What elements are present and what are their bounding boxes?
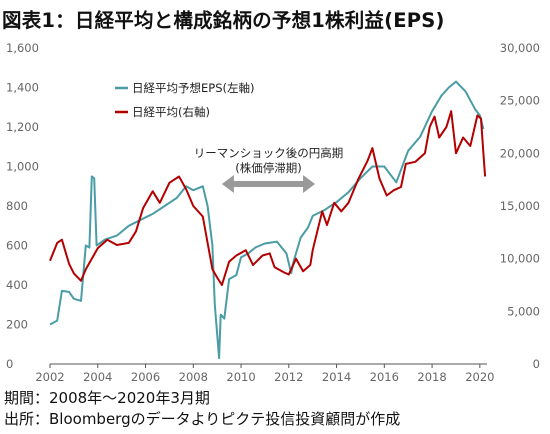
- x-tick-label: 2016: [370, 370, 399, 384]
- right-tick-label: 15,000: [500, 199, 540, 213]
- annotation-line1: リーマンショック後の円高期: [194, 146, 344, 160]
- x-tick-label: 2014: [322, 370, 351, 384]
- source-note: 出所：Bloombergのデータよりピクテ投信投資顧問が作成: [4, 410, 401, 428]
- right-tick-label: 5,000: [507, 304, 540, 318]
- right-tick-label: 25,000: [500, 94, 540, 108]
- nikkei-series-line: [49, 110, 487, 286]
- right-tick-label: 30,000: [500, 41, 540, 55]
- left-tick-label: 1,200: [6, 120, 39, 134]
- x-tick-label: 2004: [83, 370, 112, 384]
- x-tick-label: 2006: [131, 370, 160, 384]
- right-axis-ticks: 0 5,000 10,000 15,000 20,000 25,000 30,000: [500, 41, 540, 371]
- left-tick-label: 0: [6, 357, 13, 371]
- annotation: リーマンショック後の円高期(株価停滞期): [194, 146, 344, 193]
- x-tick-label: 2020: [465, 370, 494, 384]
- x-tick-label: 2002: [35, 370, 64, 384]
- x-axis-ticks: 2002 2004 2006 2008 2010 2012 2014 2016 2018 2020: [35, 364, 494, 384]
- series-lines: [49, 80, 487, 360]
- annotation-line2: (株価停滞期): [235, 161, 301, 175]
- period-note: 期間：2008年～2020年3月期: [4, 389, 210, 407]
- page-title: 図表1：日経平均と構成銘柄の予想1株利益(EPS): [2, 9, 445, 32]
- legend-label: 日経平均(右軸): [132, 105, 210, 119]
- left-tick-label: 200: [6, 318, 28, 332]
- eps-series-line: [49, 80, 485, 360]
- left-axis-ticks: 0 200 400 600 800 1,000 1,200 1,400 1,600: [6, 41, 39, 371]
- double-arrow: [221, 175, 316, 193]
- left-tick-label: 1,000: [6, 160, 39, 174]
- x-tick-label: 2008: [179, 370, 208, 384]
- left-tick-label: 800: [6, 199, 28, 213]
- right-tick-label: 10,000: [500, 252, 540, 266]
- right-tick-label: 0: [533, 357, 540, 371]
- right-tick-label: 20,000: [500, 146, 540, 160]
- x-tick-label: 2012: [274, 370, 303, 384]
- left-tick-label: 400: [6, 278, 28, 292]
- legend: 日経平均予想EPS(左軸) 日経平均(右軸): [115, 81, 254, 119]
- x-tick-label: 2018: [417, 370, 446, 384]
- legend-label: 日経平均予想EPS(左軸): [132, 81, 254, 95]
- left-tick-label: 600: [6, 239, 28, 253]
- left-tick-label: 1,600: [6, 41, 39, 55]
- x-tick-label: 2010: [226, 370, 255, 384]
- left-tick-label: 1,400: [6, 81, 39, 95]
